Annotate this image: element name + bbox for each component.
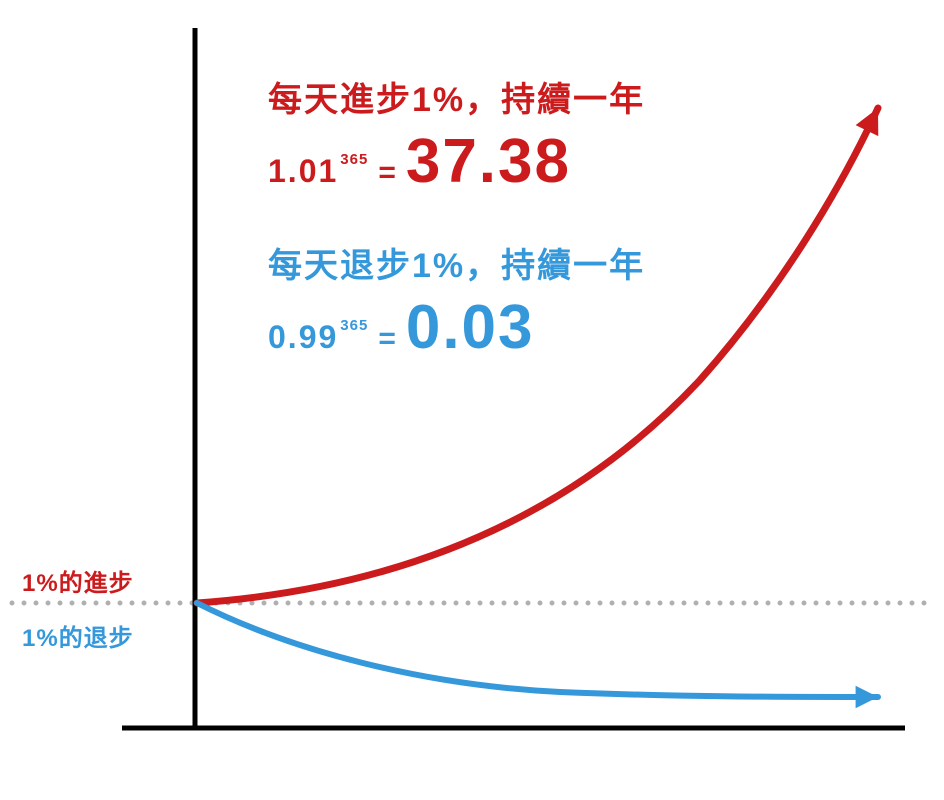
label-decline-text: 1%的退步 (22, 625, 134, 652)
formula-improve-exp: 365 (340, 151, 368, 168)
label-decline: 1%的退步 (22, 618, 134, 653)
title-decline-block: 每天退步1%，持續一年 0.99 365 = 0.03 (268, 238, 645, 359)
formula-decline-result: 0.03 (406, 297, 535, 359)
formula-improve: 1.01 365 = 37.38 (268, 131, 645, 193)
title-decline-text: 每天退步1%，持續一年 (268, 238, 645, 287)
title-improve-block: 每天進步1%，持續一年 1.01 365 = 37.38 (268, 72, 645, 193)
formula-decline-base: 0.99 (268, 319, 338, 356)
formula-improve-result: 37.38 (406, 131, 571, 193)
label-improve: 1%的進步 (22, 563, 134, 598)
formula-improve-base: 1.01 (268, 153, 338, 190)
formula-decline-eq: = (378, 322, 396, 356)
chart-container: 1%的進步 1%的退步 每天進步1%，持續一年 1.01 365 = 37.38… (0, 0, 944, 800)
dotted-baseline (10, 601, 927, 606)
label-improve-text: 1%的進步 (22, 570, 134, 597)
title-improve-text: 每天進步1%，持續一年 (268, 72, 645, 121)
formula-improve-eq: = (378, 156, 396, 190)
formula-decline-exp: 365 (340, 317, 368, 334)
formula-decline: 0.99 365 = 0.03 (268, 297, 645, 359)
decline-curve (197, 603, 878, 697)
decline-arrowhead (856, 686, 878, 708)
